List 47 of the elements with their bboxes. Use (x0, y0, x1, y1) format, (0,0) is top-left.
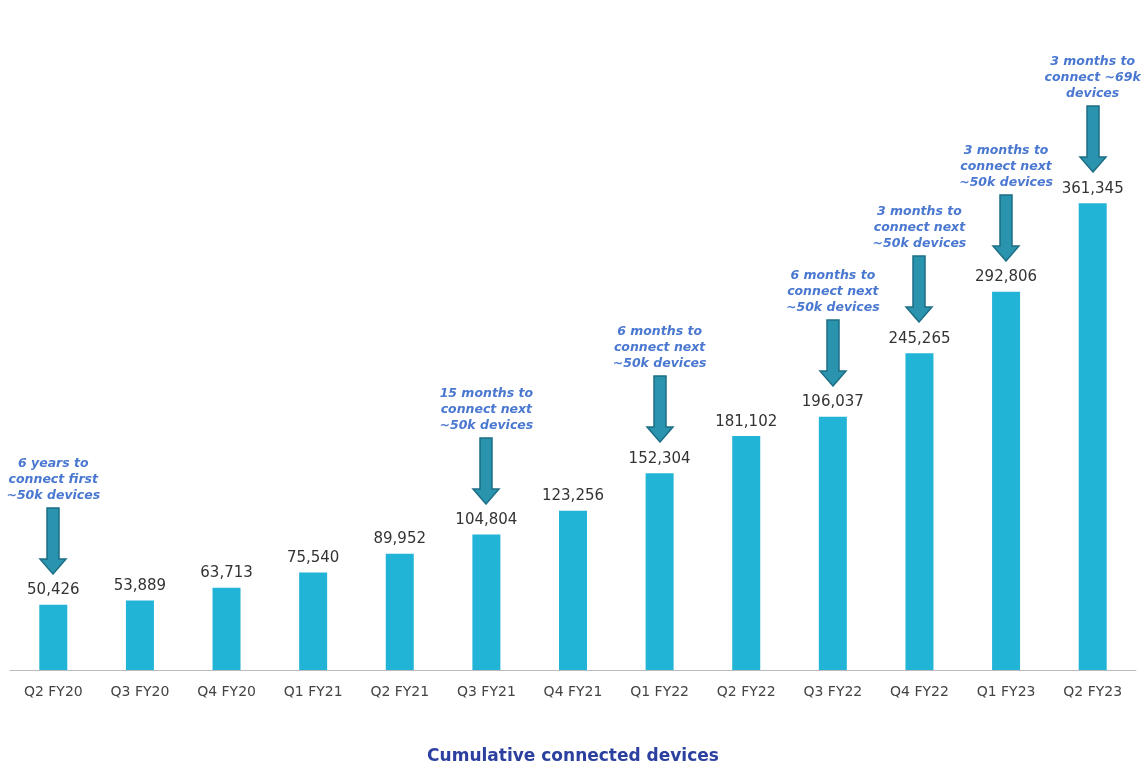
bar (732, 436, 761, 670)
annotation: 6 months to connect next ~50k devices (785, 266, 880, 314)
bar (992, 291, 1021, 670)
data-label: 245,265 (888, 328, 951, 347)
x-tick-label: Q3 FY22 (803, 683, 863, 699)
annotation: 15 months to connect next ~50k devices (439, 384, 534, 432)
data-label: 361,345 (1061, 178, 1124, 197)
data-label: 123,256 (541, 486, 605, 505)
data-label: 196,037 (801, 392, 864, 411)
data-label: 53,889 (113, 575, 167, 594)
annotation: 6 months to connect next ~50k devices (612, 323, 707, 371)
data-label: 63,713 (200, 563, 253, 582)
bar (559, 510, 587, 670)
annotation: 3 months to connect next ~50k devices (872, 203, 967, 251)
x-tick-label: Q3 FY21 (456, 683, 516, 699)
x-tick-label: Q2 FY23 (1063, 683, 1123, 699)
bar (299, 572, 328, 670)
data-label: 104,804 (455, 510, 518, 529)
bar (818, 416, 847, 670)
x-tick-label: Q1 FY21 (283, 683, 343, 699)
bar (905, 353, 934, 670)
x-tick-label: Q2 FY22 (716, 683, 776, 699)
x-tick-label: Q3 FY20 (110, 683, 170, 699)
data-label: 181,102 (715, 411, 778, 430)
bar (472, 534, 501, 670)
x-tick-label: Q1 FY22 (630, 683, 690, 699)
bar (212, 587, 241, 670)
x-tick-label: Q1 FY23 (976, 683, 1036, 699)
x-tick-label: Q4 FY21 (543, 683, 603, 699)
x-axis-title: Cumulative connected devices (427, 744, 719, 765)
text: 3 months to connect next ~50k devices (959, 141, 1053, 189)
text: 3 months to connect ~69k devices (1044, 53, 1141, 101)
data-label: 292,806 (975, 267, 1038, 286)
annotation: 6 years to connect first ~50k devices (6, 454, 101, 502)
data-label: 89,952 (373, 529, 427, 548)
data-label: 50,426 (27, 580, 80, 599)
x-tick-label: Q4 FY22 (890, 683, 949, 699)
x-tick-label: Q2 FY21 (370, 683, 430, 699)
x-tick-label: Q2 FY20 (23, 683, 83, 699)
bar (1078, 203, 1107, 670)
bar (645, 473, 674, 670)
bar (125, 600, 154, 670)
data-label: 152,304 (628, 448, 691, 467)
data-label: 75,540 (286, 547, 340, 566)
bar (39, 604, 68, 670)
bar (385, 553, 414, 670)
x-tick-label: Q4 FY20 (197, 683, 256, 699)
